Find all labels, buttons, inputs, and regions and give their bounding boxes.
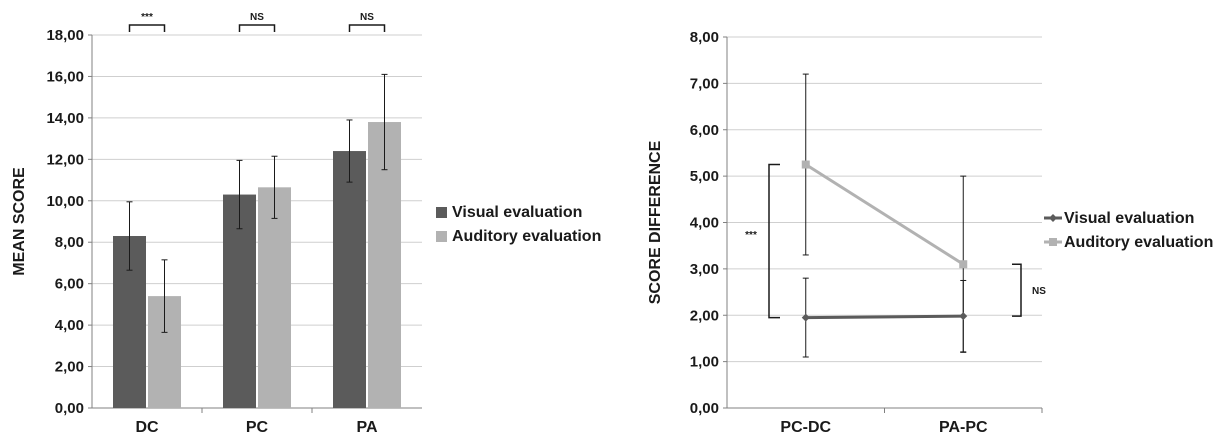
y-tick-label: 7,00 <box>690 75 719 92</box>
legend-label: Visual evaluation <box>1064 210 1194 227</box>
y-tick-label: 1,00 <box>690 354 719 371</box>
y-tick-label: 0,00 <box>690 400 719 417</box>
y-tick-label: 16,00 <box>46 68 84 85</box>
significance-bracket <box>240 25 275 32</box>
y-tick-label: 5,00 <box>690 168 719 185</box>
data-point-auditory <box>959 260 967 268</box>
data-point-auditory <box>802 161 810 169</box>
significance-label: NS <box>360 12 374 23</box>
y-tick-label: 18,00 <box>46 27 84 44</box>
y-tick-label: 3,00 <box>690 261 719 278</box>
x-category-label: PA <box>356 419 377 436</box>
x-category-label: DC <box>135 419 159 436</box>
significance-bracket <box>130 25 165 32</box>
bar-auditory <box>258 187 291 408</box>
y-tick-label: 8,00 <box>55 234 84 251</box>
y-tick-label: 2,00 <box>55 359 84 376</box>
line-chart: 0,00 1,00 2,00 3,00 4,00 5,00 6,00 7,00 8,00 PC-D… <box>647 29 1213 436</box>
legend-marker <box>1049 214 1057 222</box>
significance-label: *** <box>745 230 757 241</box>
y-tick-label: 0,00 <box>55 400 84 417</box>
x-category-label: PC <box>246 419 269 436</box>
series-line-visual <box>806 316 964 317</box>
y-axis-title: SCORE DIFFERENCE <box>647 140 664 304</box>
significance-label: *** <box>141 12 153 23</box>
y-tick-label: 12,00 <box>46 151 84 168</box>
y-tick-label: 6,00 <box>55 276 84 293</box>
series-line-auditory <box>806 165 964 265</box>
legend-marker <box>1049 238 1057 246</box>
y-tick-label: 2,00 <box>690 307 719 324</box>
legend-swatch <box>436 207 447 218</box>
bar-chart: 0,00 2,00 4,00 6,00 8,00 10,00 12,00 14,00 16,00… <box>11 12 601 436</box>
y-tick-label: 10,00 <box>46 193 84 210</box>
significance-bracket <box>350 25 385 32</box>
legend-label: Visual evaluation <box>452 204 582 221</box>
x-category-label: PC-DC <box>780 419 831 436</box>
legend-label: Auditory evaluation <box>452 228 601 245</box>
y-axis-title: MEAN SCORE <box>11 167 28 276</box>
significance-label: NS <box>1032 286 1046 297</box>
significance-bracket <box>1012 264 1021 316</box>
data-point-visual <box>959 312 967 320</box>
significance-bracket <box>769 165 780 318</box>
y-tick-label: 14,00 <box>46 110 84 127</box>
y-tick-label: 4,00 <box>690 215 719 232</box>
bar-visual <box>333 151 366 408</box>
x-category-label: PA-PC <box>939 419 988 436</box>
y-tick-label: 8,00 <box>690 29 719 46</box>
legend-label: Auditory evaluation <box>1064 234 1213 251</box>
y-tick-label: 4,00 <box>55 317 84 334</box>
legend-swatch <box>436 231 447 242</box>
significance-label: NS <box>250 12 264 23</box>
y-tick-label: 6,00 <box>690 122 719 139</box>
